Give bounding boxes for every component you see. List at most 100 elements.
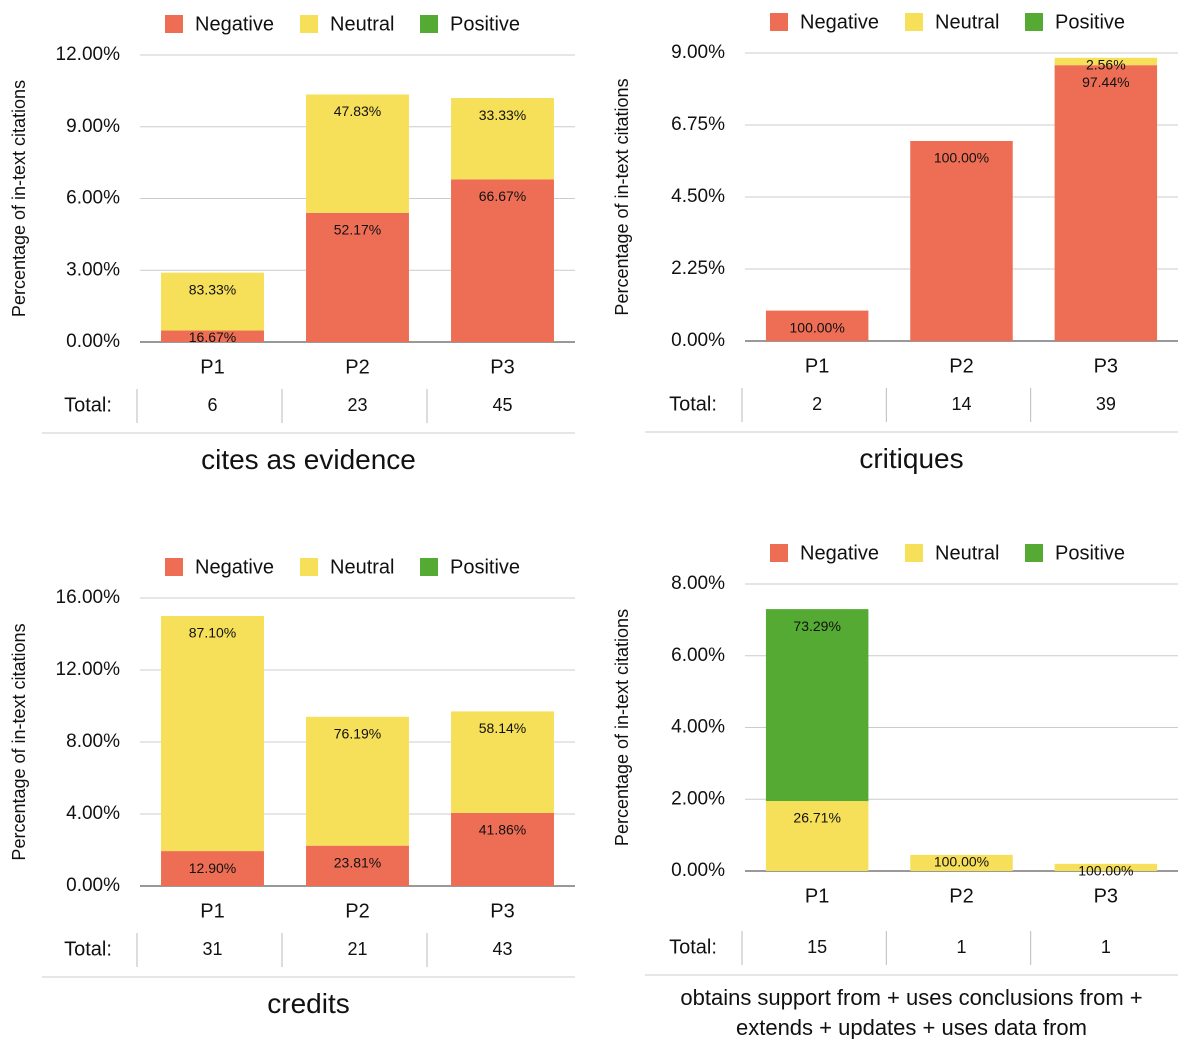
segment-label: 2.56% [1086,57,1126,73]
y-tick-label: 9.00% [66,116,120,137]
legend-label: Positive [1055,11,1125,33]
legend-label: Neutral [935,11,999,33]
total-label: Total: [669,936,717,958]
bar-segment [161,272,264,331]
legend-swatch [1025,544,1043,562]
total-value: 6 [207,395,217,415]
segment-label: 26.71% [793,810,840,826]
bar-segment [306,94,409,213]
total-value: 1 [956,937,966,957]
y-tick-label: 6.75% [671,114,725,135]
bar-segment [161,330,264,342]
total-value: 39 [1096,394,1116,414]
bar-segment [306,716,409,846]
total-value: 31 [202,939,222,959]
total-value: 15 [807,937,827,957]
y-tick-label: 12.00% [56,659,121,680]
y-tick-label: 0.00% [66,875,120,896]
segment-label: 16.67% [189,329,236,345]
total-value: 43 [492,939,512,959]
legend-label: Neutral [330,556,394,578]
bar-segment [1054,65,1158,341]
total-value: 2 [812,394,822,414]
y-tick-label: 6.00% [671,645,725,666]
x-tick-label: P1 [200,900,224,922]
x-tick-label: P3 [490,900,514,922]
legend-label: Neutral [935,542,999,564]
legend-swatch [165,558,183,576]
y-tick-label: 4.00% [671,717,725,738]
segment-label: 23.81% [334,854,381,870]
legend-label: Negative [195,556,274,578]
total-value: 1 [1101,937,1111,957]
x-tick-label: P2 [949,355,973,377]
bar-segment [910,854,1013,871]
segment-label: 41.86% [479,822,526,838]
y-axis-label: Percentage of in-text citations [612,78,632,315]
chart-title: critiques [859,443,964,474]
x-tick-label: P2 [345,900,369,922]
legend-label: Positive [450,13,520,35]
legend-swatch [1025,13,1043,31]
segment-label: 87.10% [189,625,236,641]
legend-swatch [770,544,788,562]
legend-label: Negative [800,11,879,33]
bar-segment [765,609,869,802]
y-tick-label: 12.00% [56,44,121,65]
x-tick-label: P2 [345,356,369,378]
y-tick-label: 8.00% [671,573,725,594]
total-label: Total: [64,394,112,416]
legend-swatch [300,558,318,576]
segment-label: 58.14% [479,720,526,736]
total-value: 21 [347,939,367,959]
bar-segment [1054,57,1158,66]
legend-label: Neutral [330,13,394,35]
y-axis-label: Percentage of in-text citations [612,609,632,846]
bar-segment [910,141,1013,341]
x-tick-label: P3 [490,356,514,378]
segment-label: 52.17% [334,222,381,238]
legend-swatch [905,13,923,31]
segment-label: 76.19% [334,726,381,742]
segment-label: 97.44% [1082,74,1129,90]
legend-label: Positive [1055,542,1125,564]
bar-segment [451,98,554,180]
segment-label: 83.33% [189,281,236,297]
x-tick-label: P1 [805,355,829,377]
bar-segment [765,310,869,341]
x-tick-label: P3 [1094,885,1118,907]
x-tick-label: P1 [200,356,224,378]
bar-segment [451,179,554,342]
legend-swatch [165,15,183,33]
total-value: 45 [492,395,512,415]
x-tick-label: P1 [805,885,829,907]
x-tick-label: P2 [949,885,973,907]
segment-label: 100.00% [790,319,845,335]
total-label: Total: [669,393,717,415]
y-axis-label: Percentage of in-text citations [9,80,29,317]
legend-label: Negative [195,13,274,35]
chart-title: obtains support from + uses conclusions … [680,985,1143,1039]
legend-label: Positive [450,556,520,578]
x-tick-label: P3 [1094,355,1118,377]
y-tick-label: 0.00% [66,331,120,352]
segment-label: 100.00% [934,150,989,166]
segment-label: 66.67% [479,188,526,204]
bar-segment [451,812,554,886]
y-tick-label: 16.00% [56,587,121,608]
legend-swatch [905,544,923,562]
bar-segment [306,845,409,886]
legend-swatch [420,558,438,576]
total-value: 14 [951,394,971,414]
y-axis-label: Percentage of in-text citations [9,623,29,860]
bar-segment [451,711,554,813]
segment-label: 47.83% [334,103,381,119]
total-label: Total: [64,938,112,960]
segment-label: 73.29% [793,618,840,634]
y-tick-label: 9.00% [671,42,725,63]
bar-segment [306,212,409,342]
chart-title: credits [267,988,350,1019]
legend-label: Negative [800,542,879,564]
